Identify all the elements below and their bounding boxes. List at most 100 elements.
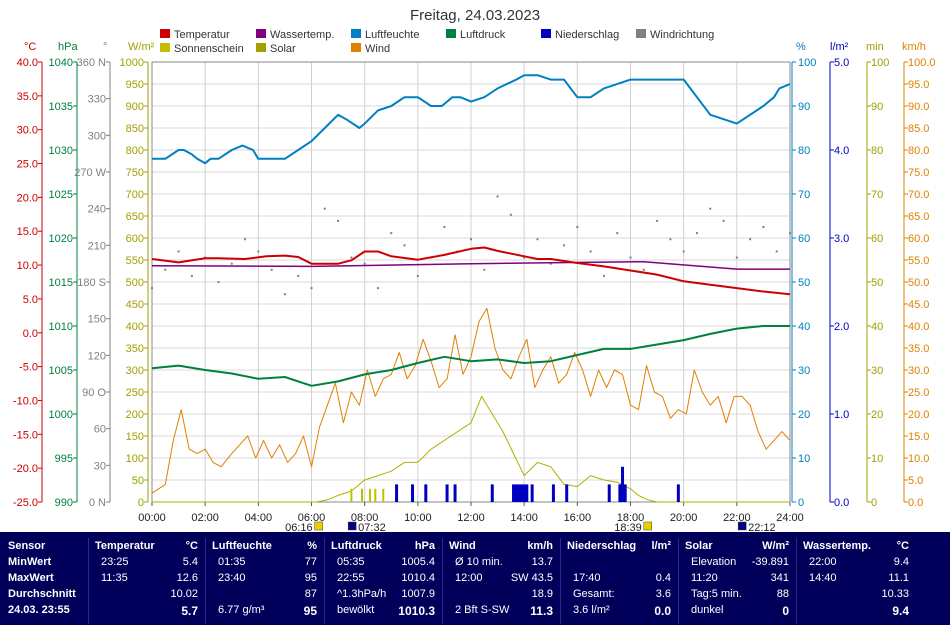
axis-tick-label-humidity: 90 bbox=[798, 101, 810, 113]
rain-bar bbox=[490, 484, 494, 502]
table-section: Solar W/m² Elevation -39.891 11:20 341 Tag:5 m… bbox=[678, 538, 795, 624]
wind-direction-point bbox=[244, 238, 247, 241]
table-cell-label: 22:55 bbox=[337, 572, 365, 584]
table-row-label: Sensor bbox=[8, 540, 46, 552]
axis-tick-label-sunshine: 100 bbox=[871, 57, 889, 69]
axis-tick-label-sunshine: 80 bbox=[871, 145, 883, 157]
table-cell-value: 88 bbox=[776, 588, 789, 600]
axis-tick-label-solar: 0 bbox=[138, 497, 144, 509]
x-tick-label: 16:00 bbox=[564, 512, 592, 524]
rain-bar bbox=[514, 484, 518, 502]
legend-label: Wind bbox=[365, 43, 390, 55]
axis-tick-label-pressure: 995 bbox=[55, 453, 73, 465]
x-tick-label: 10:00 bbox=[404, 512, 432, 524]
temperature-line bbox=[151, 246, 791, 296]
wind-direction-point bbox=[323, 207, 326, 210]
table-cell-label: 3.6 l/m² bbox=[573, 604, 610, 616]
axis-tick-label-solar: 750 bbox=[126, 167, 144, 179]
wind-direction-point bbox=[789, 232, 791, 235]
axis-tick-label-rain: 2.0 bbox=[834, 321, 849, 333]
table-cell-label: 05:35 bbox=[337, 556, 365, 568]
table-row-label: Durchschnitt bbox=[8, 588, 76, 600]
wind-direction-point bbox=[509, 213, 512, 216]
rain-bar bbox=[525, 484, 529, 502]
axis-tick-label-pressure: 1005 bbox=[49, 365, 73, 377]
sun-event-label: 18:39 bbox=[614, 522, 642, 532]
wind-direction-point bbox=[350, 256, 353, 259]
axis-tick-label-solar: 300 bbox=[126, 365, 144, 377]
axis-unit-direction: ° bbox=[103, 41, 107, 53]
wind-direction-point bbox=[563, 244, 566, 247]
table-cell-value: 341 bbox=[770, 572, 789, 584]
rain-bar bbox=[607, 484, 611, 502]
axis-tick-label-sunshine: 60 bbox=[871, 233, 883, 245]
axis-tick-label-pressure: 1020 bbox=[49, 233, 73, 245]
axis-tick-label-temperature: 0.0 bbox=[23, 328, 38, 340]
axis-tick-label-temperature: -10.0 bbox=[13, 395, 38, 407]
axis-tick-label-solar: 850 bbox=[126, 123, 144, 135]
axis-tick-label-wind: 80.0 bbox=[908, 145, 929, 157]
axis-unit-pressure: hPa bbox=[58, 41, 78, 53]
table-row-label: 24.03. 23:55 bbox=[8, 604, 70, 616]
wind-direction-point bbox=[337, 219, 340, 222]
axis-tick-label-wind: 55.0 bbox=[908, 255, 929, 267]
wind-direction-point bbox=[602, 274, 605, 277]
table-cell-value: 0.4 bbox=[655, 572, 671, 584]
table-section: Luftdruck hPa 05:35 1005.4 22:55 1010.4 ^1.3hP… bbox=[324, 538, 441, 624]
axis-tick-label-temperature: 20.0 bbox=[17, 192, 38, 204]
wind-direction-point bbox=[390, 232, 393, 235]
rain-bar bbox=[512, 484, 516, 502]
axis-tick-label-humidity: 100 bbox=[798, 57, 816, 69]
axis-tick-label-solar: 650 bbox=[126, 211, 144, 223]
summary-table: Sensor MinWert MaxWert Durchschnitt 24.03. 2… bbox=[0, 532, 950, 625]
sunshine-bar bbox=[374, 488, 377, 502]
table-section-unit: W/m² bbox=[762, 540, 789, 552]
table-section: Luftfeuchte% 01:35 77 23:40 95 87 6.77 g/m³ 95 bbox=[205, 538, 323, 624]
axis-tick-label-direction: 0 N bbox=[89, 497, 106, 509]
axis-unit-rain: l/m² bbox=[830, 41, 849, 53]
table-section: Niederschlag l/m² 17:40 0.4 Gesamt: 3.6 3.6 l/… bbox=[560, 538, 677, 624]
sun-event-label: 06:16 bbox=[285, 522, 313, 532]
table-row-label: MaxWert bbox=[8, 572, 54, 584]
sunshine-bar bbox=[361, 488, 364, 502]
x-tick-label: 06:00 bbox=[298, 512, 326, 524]
axis-tick-label-temperature: -15.0 bbox=[13, 429, 38, 441]
wind-direction-point bbox=[257, 250, 260, 253]
table-cell-value: 87 bbox=[304, 588, 317, 600]
legend-label: Luftdruck bbox=[460, 29, 506, 41]
table-section-unit: % bbox=[307, 540, 317, 552]
axis-unit-wind: km/h bbox=[902, 41, 926, 53]
wind-direction-point bbox=[523, 256, 526, 259]
axis-tick-label-rain: 0.0 bbox=[834, 497, 849, 509]
axis-tick-label-temperature: 10.0 bbox=[17, 260, 38, 272]
sunshine-bar bbox=[382, 488, 385, 502]
axis-tick-label-sunshine: 20 bbox=[871, 409, 883, 421]
axis-tick-label-wind: 15.0 bbox=[908, 431, 929, 443]
axis-tick-label-rain: 5.0 bbox=[834, 57, 849, 69]
table-cell-value: 9.4 bbox=[893, 556, 909, 568]
table-section-unit: l/m² bbox=[651, 540, 671, 552]
wind-direction-point bbox=[151, 287, 153, 290]
table-cell-label: 6.77 g/m³ bbox=[218, 604, 265, 616]
table-cell-label: 23:25 bbox=[101, 556, 129, 568]
axis-tick-label-sunshine: 90 bbox=[871, 101, 883, 113]
axis-tick-label-temperature: 40.0 bbox=[17, 57, 38, 69]
wind-direction-point bbox=[629, 256, 632, 259]
table-cell-label: bewölkt bbox=[337, 604, 375, 616]
axis-tick-label-humidity: 20 bbox=[798, 409, 810, 421]
axis-unit-temperature: °C bbox=[24, 41, 36, 53]
axis-tick-label-temperature: -25.0 bbox=[13, 497, 38, 509]
legend-swatch bbox=[256, 29, 266, 38]
wind-direction-point bbox=[695, 232, 698, 235]
table-cell-label: Gesamt: bbox=[573, 588, 615, 600]
axis-tick-label-wind: 60.0 bbox=[908, 233, 929, 245]
table-cell-label: dunkel bbox=[691, 604, 724, 616]
rain-bar bbox=[551, 484, 555, 502]
humidity-line bbox=[152, 74, 791, 165]
axis-tick-label-solar: 200 bbox=[126, 409, 144, 421]
rain-bar bbox=[623, 484, 627, 502]
sun-event-icon bbox=[643, 521, 653, 531]
wind-direction-point bbox=[483, 268, 486, 271]
table-cell-value: 1010.4 bbox=[401, 572, 435, 584]
axis-tick-label-sunshine: 10 bbox=[871, 453, 883, 465]
